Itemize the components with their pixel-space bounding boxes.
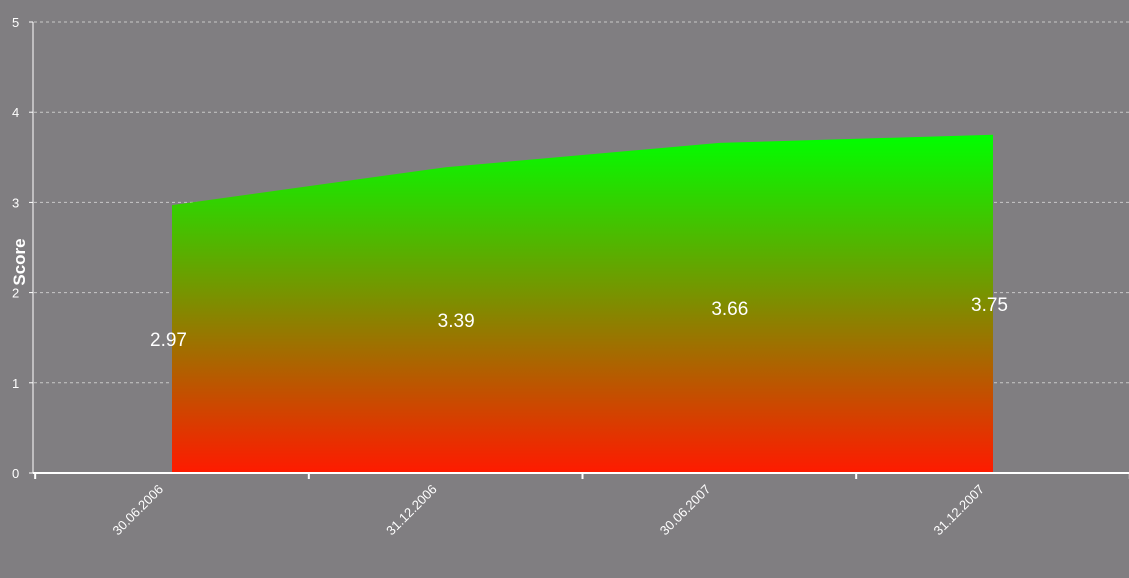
data-label: 2.97: [150, 330, 187, 351]
data-label: 3.75: [971, 295, 1008, 316]
data-labels: 2.97 3.39 3.66 3.75: [150, 295, 1008, 351]
y-axis-title: Score: [10, 238, 29, 285]
x-tick-label: 31.12.2006: [383, 482, 440, 539]
x-tick-label: 30.06.2006: [109, 482, 166, 539]
x-tick-label: 30.06.2007: [657, 482, 714, 539]
y-tick-label: 2: [12, 286, 19, 301]
y-tick-label: 4: [12, 105, 19, 120]
y-tick-label: 3: [12, 195, 19, 210]
data-label: 3.39: [438, 311, 475, 332]
data-label: 3.66: [711, 299, 748, 320]
x-tick-label: 31.12.2007: [930, 482, 987, 539]
y-tick-label: 0: [12, 466, 19, 481]
y-tick-label: 5: [12, 15, 19, 30]
y-tick-label: 1: [12, 376, 19, 391]
area-series: [172, 134, 993, 473]
area-fill: [172, 134, 993, 473]
